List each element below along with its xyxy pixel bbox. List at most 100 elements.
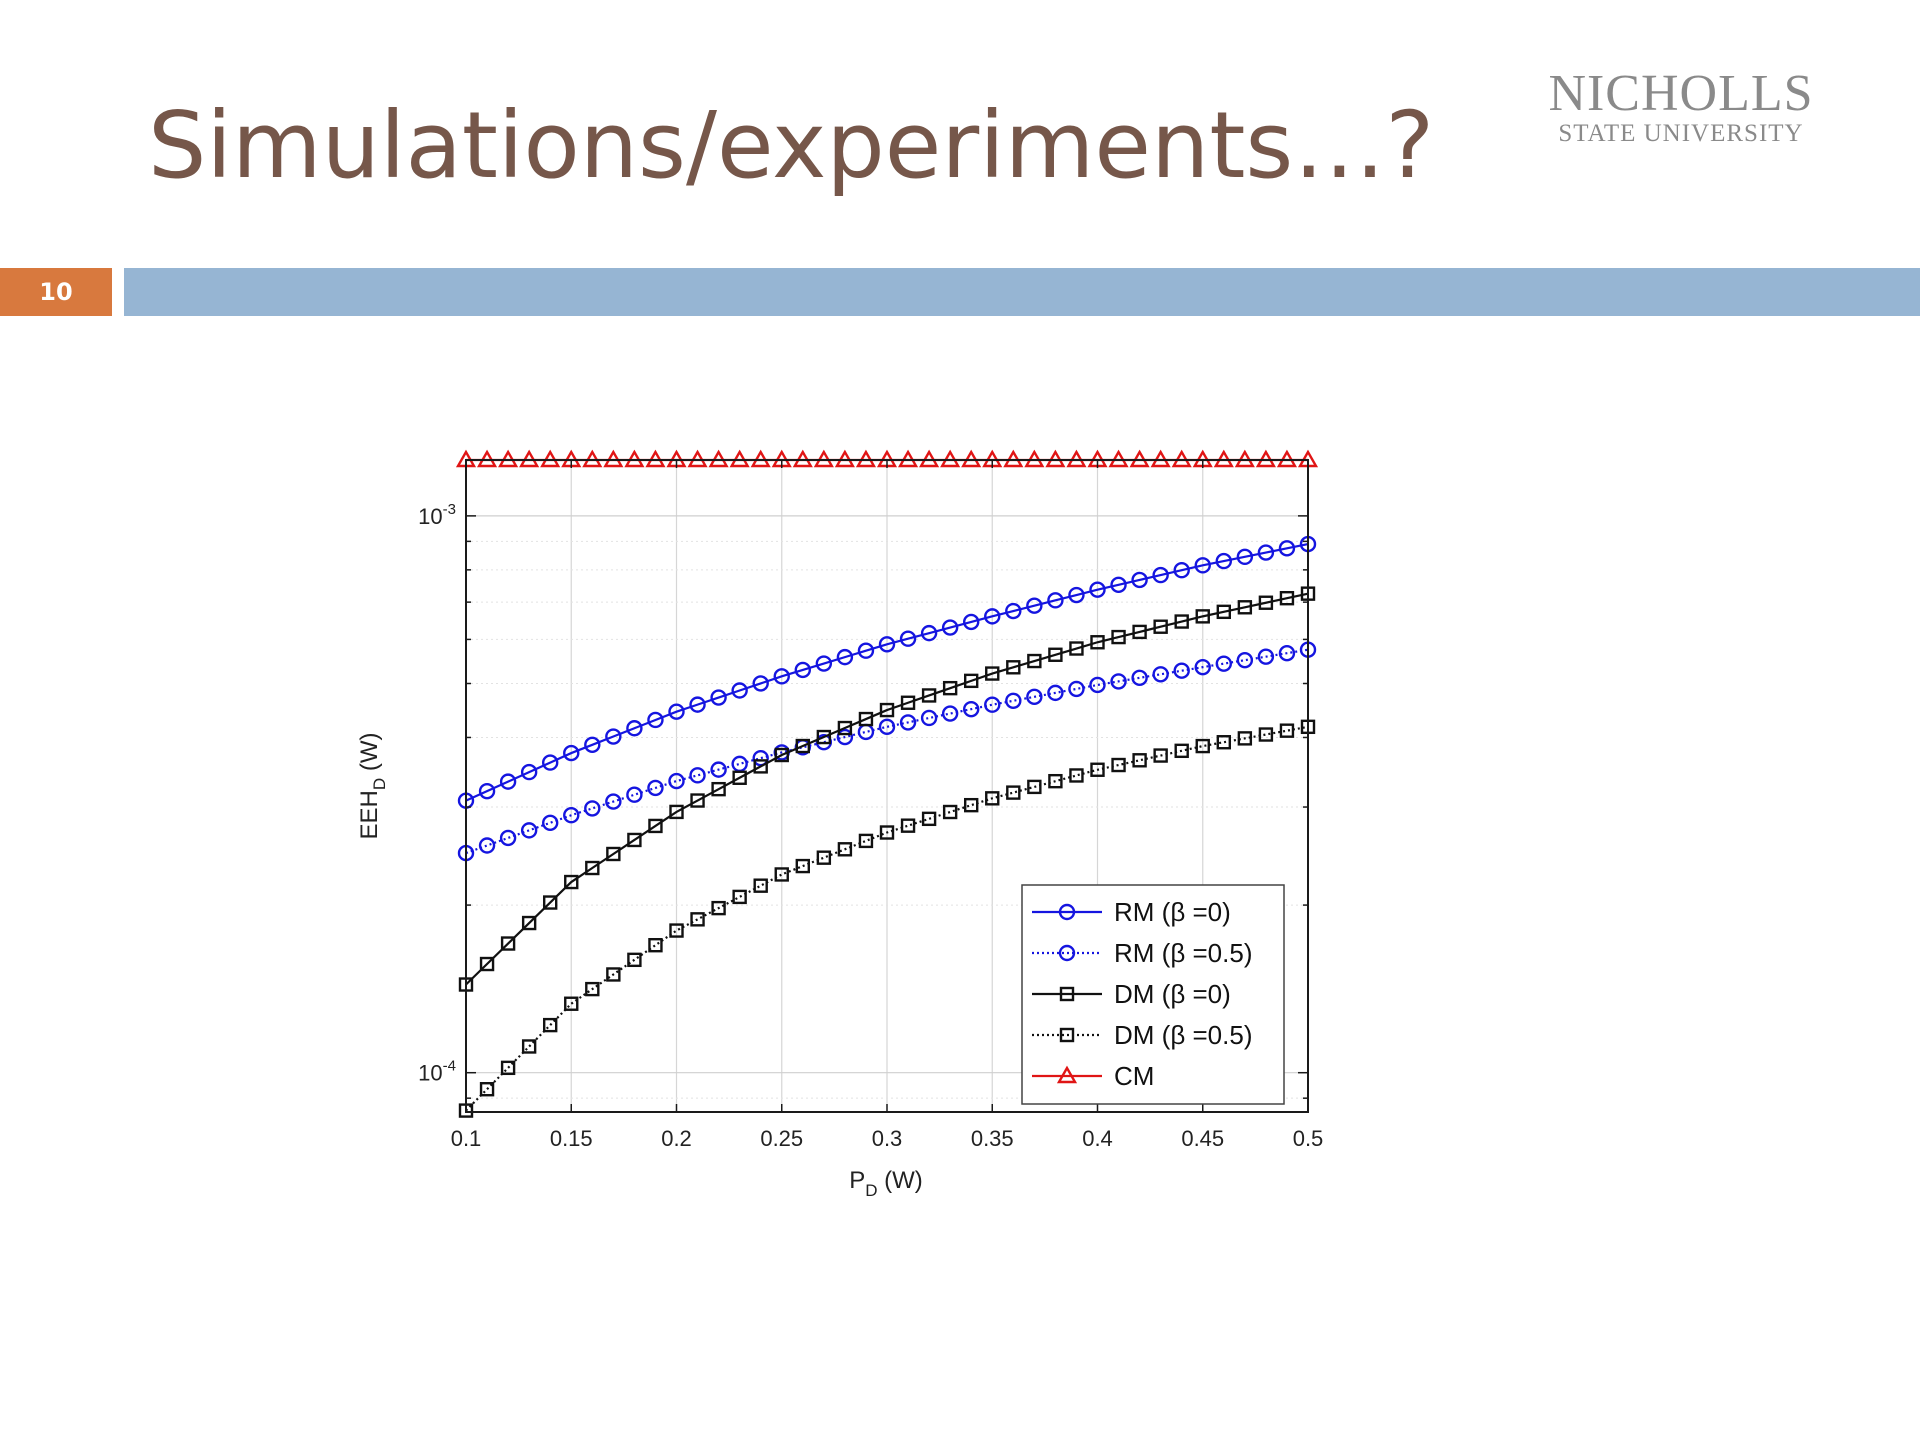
slide-number: 10 [0,268,112,316]
data-point [1131,571,1148,589]
data-point [1173,562,1190,579]
data-point [964,673,979,689]
data-point [500,1060,516,1076]
data-point [584,736,601,753]
data-point [606,967,621,982]
data-point [879,825,895,840]
x-tick-label: 0.3 [872,1126,903,1151]
data-point [1279,723,1295,738]
data-point [1069,768,1084,783]
data-point [1027,779,1042,795]
data-point [690,912,705,927]
legend-swatch-marker [1059,1027,1075,1043]
data-point [1006,660,1021,675]
data-point [1047,684,1064,702]
data-point [1195,609,1210,624]
data-point [563,744,580,762]
data-point [1047,592,1064,609]
data-point [1110,673,1127,690]
data-point [942,680,958,696]
data-point [605,728,622,745]
data-point [478,837,496,854]
data-point [1089,581,1106,598]
data-point [941,619,959,636]
y-tick-label: 10-4 [418,1058,456,1086]
logo-subtitle: STATE UNIVERSITY [1558,120,1804,147]
data-point [1090,635,1105,650]
data-point [1131,669,1148,687]
data-point [773,668,790,685]
data-point [1174,614,1189,629]
data-point [1111,629,1126,645]
data-point [752,675,769,692]
legend: RM (β =0) RM (β =0.5) DM (β =0) DM (β =0.5)… [1021,884,1285,1105]
data-point [985,666,1000,681]
data-point [1068,586,1085,604]
data-point [1132,624,1147,640]
data-point [1236,651,1254,669]
data-point [541,814,559,831]
data-point [984,608,1001,625]
data-point [563,807,580,824]
series-1 [457,641,1317,862]
data-point [878,718,896,736]
data-point [900,818,916,833]
data-point [1173,662,1190,679]
data-point [857,642,875,659]
series-3 [458,719,1316,1118]
data-point [836,728,854,746]
data-point [920,624,938,642]
data-point [478,782,496,800]
data-point [542,1017,558,1033]
legend-swatch-marker [1058,903,1076,921]
data-point [963,613,980,631]
x-tick-label: 0.1 [451,1126,482,1151]
data-point [1278,644,1296,662]
slide-title: Simulations/experiments…? [148,92,1435,199]
x-axis-label: PD (W) [849,1167,923,1200]
y-tick-label: 10-3 [418,501,456,529]
data-point [1278,540,1296,557]
data-point [564,996,579,1011]
data-point [1236,548,1254,566]
data-point [920,709,938,727]
data-point [921,688,937,703]
data-point [836,648,854,666]
data-point [858,711,874,727]
data-point [1089,676,1106,694]
data-point [520,763,538,781]
data-point [1153,748,1168,763]
legend-swatch-marker [1056,1065,1078,1084]
data-point [605,793,622,810]
data-point [1026,597,1043,614]
axis-ticks: 0.1 0.15 0.2 0.25 0.3 0.35 0.4 0.45 0.5 10-3 10-4 [418,460,1323,1151]
data-point [837,842,853,857]
data-point [921,811,937,827]
data-point [1215,655,1232,672]
data-point [731,682,748,699]
data-point [1048,647,1063,662]
x-tick-label: 0.15 [550,1126,593,1151]
data-point [669,923,684,938]
data-point [753,759,768,774]
data-point [1237,600,1253,615]
data-point [1216,735,1231,750]
data-point [479,1082,495,1097]
x-tick-label: 0.4 [1082,1126,1113,1151]
logo-name: NICHOLLS [1548,65,1814,122]
chart: 0.1 0.15 0.2 0.25 0.3 0.35 0.4 0.45 0.510-310-4 … [356,449,1323,1200]
data-point [963,700,980,718]
data-point [1257,544,1275,561]
data-point [542,895,558,910]
data-point [1152,666,1169,683]
legend-label: DM (β =0.5) [1114,1020,1252,1050]
data-point [1090,762,1105,777]
data-point [1194,557,1211,574]
data-point [499,773,517,790]
data-point [1027,653,1042,669]
header-bar [124,268,1920,316]
data-point [815,655,833,672]
data-point [541,754,559,771]
data-point [816,850,832,865]
series-0 [457,535,1317,809]
